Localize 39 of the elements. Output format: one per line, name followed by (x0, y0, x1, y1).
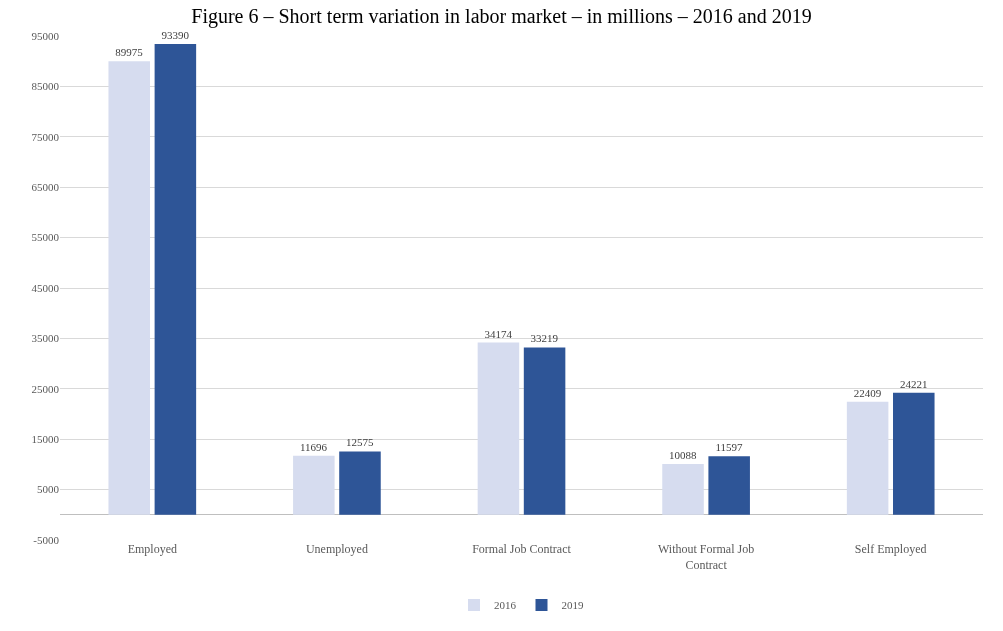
y-tick-label: 55000 (31, 231, 60, 244)
legend-label: 2019 (561, 599, 584, 612)
y-tick-label: 35000 (31, 332, 60, 345)
data-label: 12575 (345, 436, 374, 449)
bar (893, 392, 935, 515)
bar (293, 455, 335, 515)
bar (523, 347, 566, 515)
bar (662, 463, 704, 515)
x-tick-label: Self Employed (854, 542, 927, 556)
data-label: 89975 (115, 46, 144, 59)
bar (108, 61, 150, 515)
chart-title: Figure 6 – Short term variation in labor market – in millions – 2016 and 2019 (191, 5, 812, 29)
x-tick-label: Formal Job Contract (472, 542, 572, 556)
y-tick-label: 75000 (31, 130, 60, 143)
data-label: 11597 (715, 441, 743, 454)
data-label: 22409 (853, 386, 882, 399)
data-label: 10088 (669, 448, 698, 461)
y-tick-label: 5000 (37, 483, 60, 496)
y-tick-label: 65000 (31, 181, 60, 194)
bar (708, 456, 750, 515)
y-tick-label: 45000 (31, 281, 60, 294)
y-tick-label: 85000 (31, 80, 60, 93)
y-tick-label: -5000 (33, 533, 60, 546)
bar (154, 44, 197, 515)
data-label: 34174 (484, 327, 513, 340)
x-tick-label: Without Formal Job Contract (658, 542, 755, 572)
x-tick-label: Unemployed (305, 542, 368, 556)
data-label: 33219 (530, 332, 559, 345)
bar (477, 342, 520, 515)
legend-label: 2016 (494, 599, 517, 612)
data-label: 24221 (900, 377, 928, 390)
x-tick-label: Employed (127, 542, 177, 556)
y-tick-label: 95000 (31, 29, 60, 42)
bar (339, 451, 381, 515)
bar (846, 401, 889, 515)
data-label: 11696 (300, 440, 328, 453)
y-tick-label: 25000 (31, 382, 60, 395)
data-label: 93390 (161, 29, 190, 42)
y-tick-label: 15000 (31, 433, 60, 446)
